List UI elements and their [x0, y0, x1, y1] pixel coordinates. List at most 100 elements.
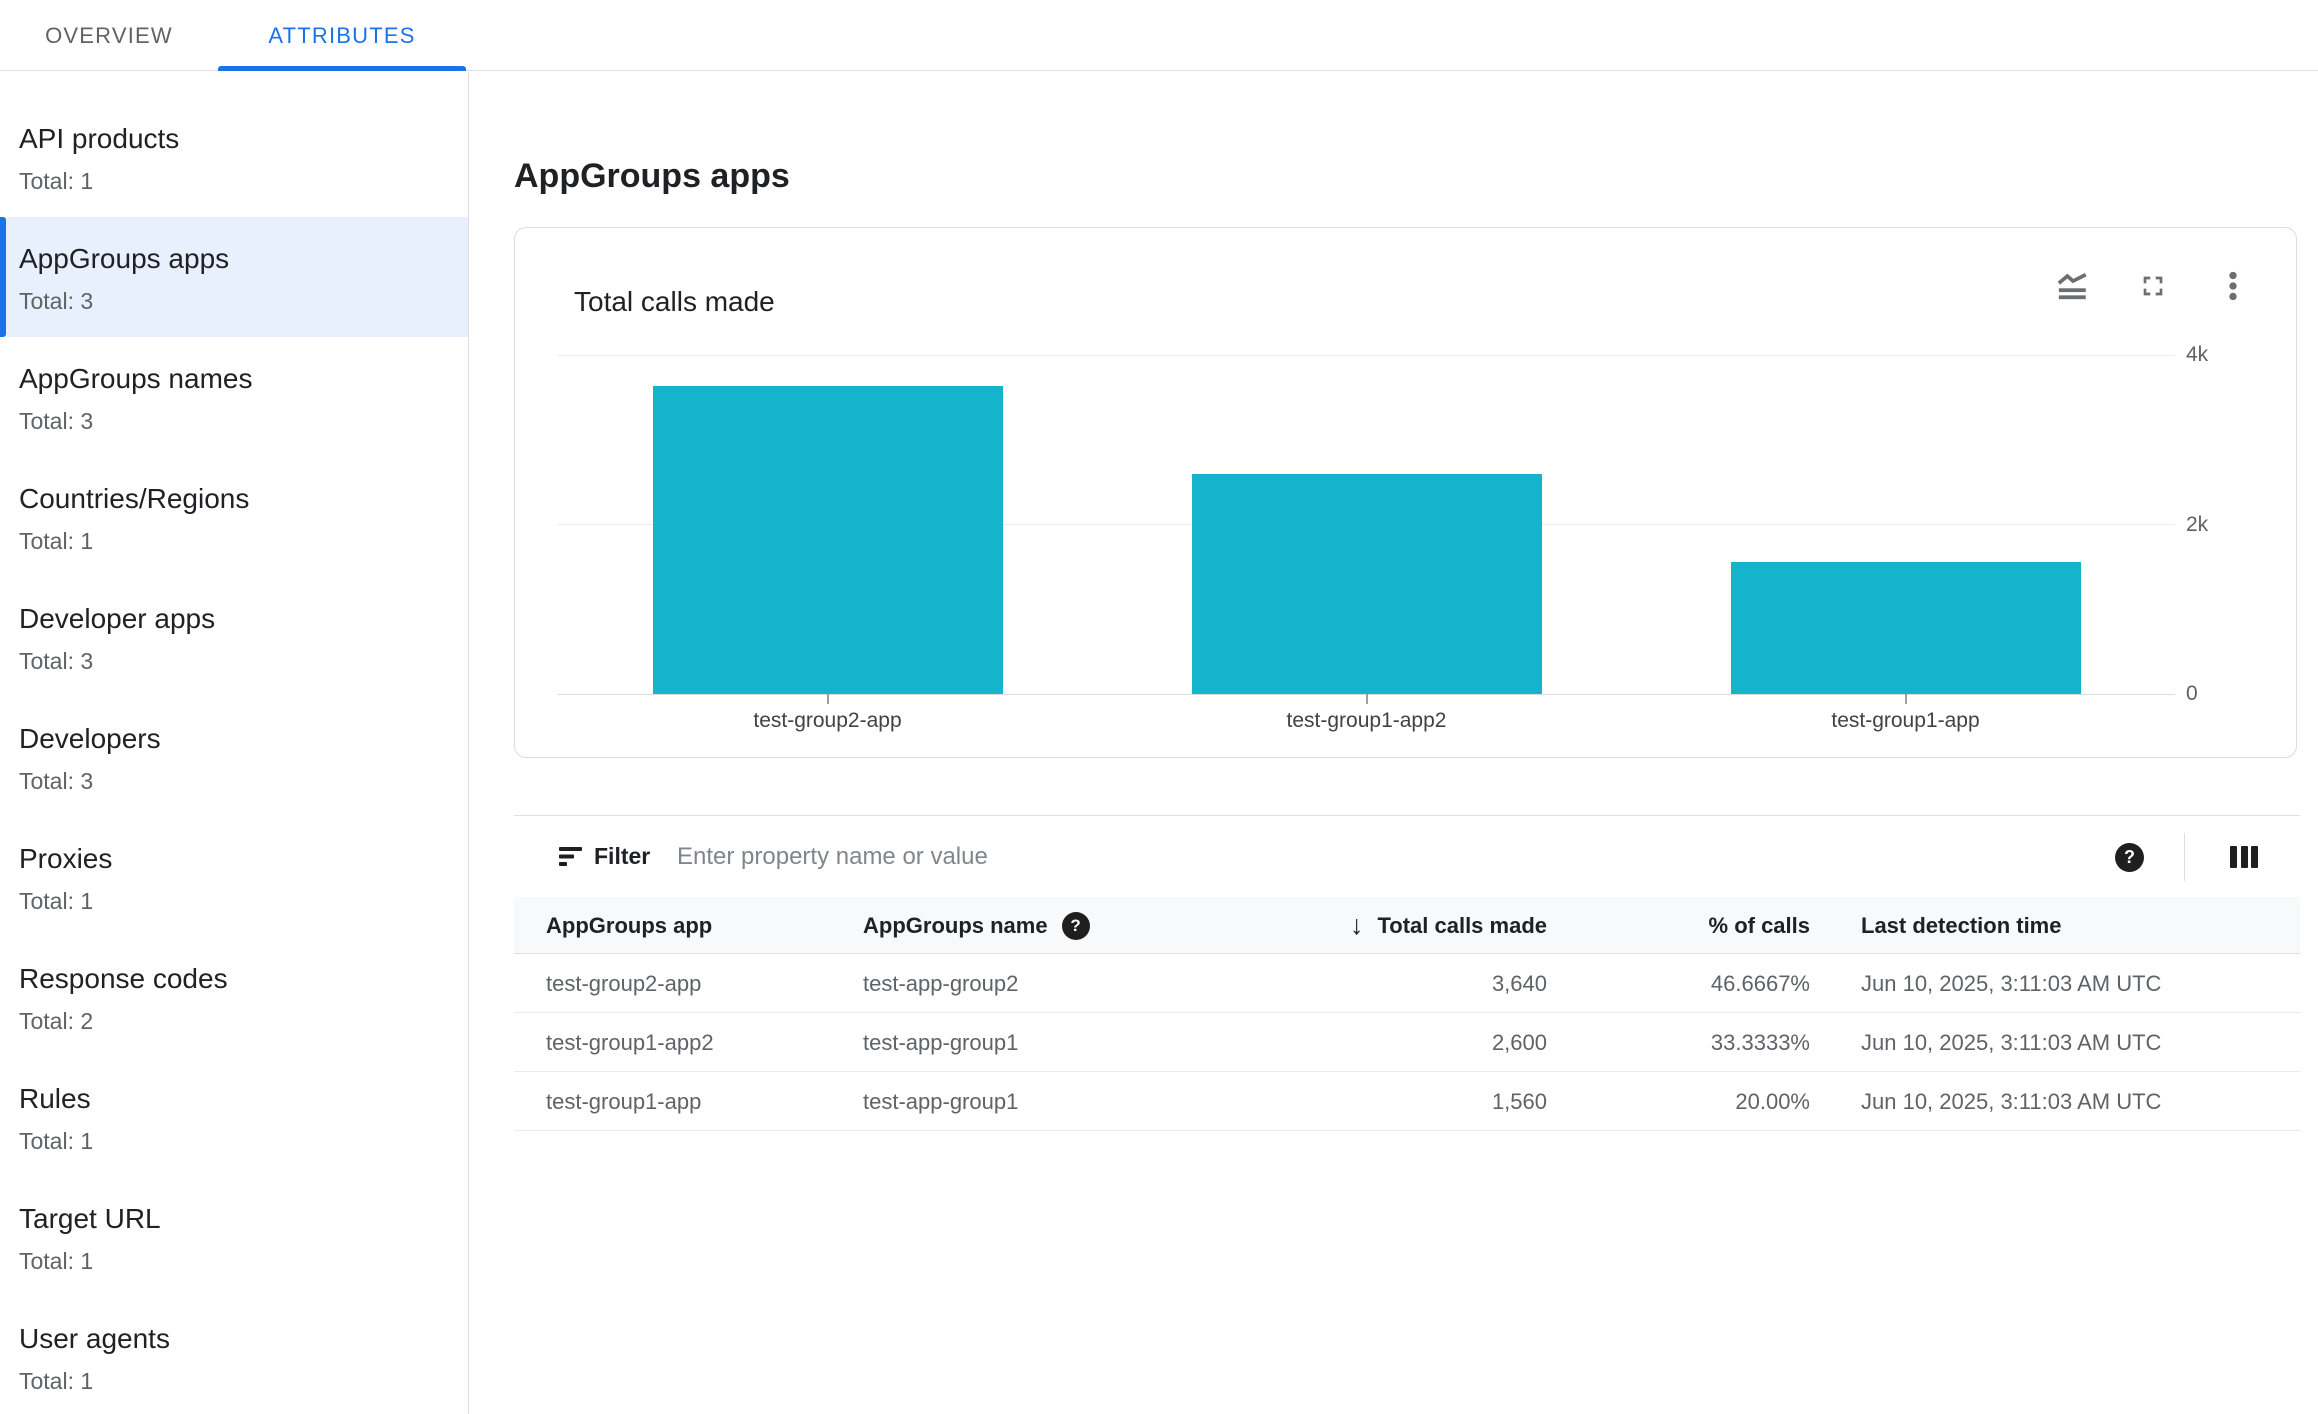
sidebar-item-total: Total: 1 [19, 1128, 94, 1154]
x-axis-tick [1904, 694, 1907, 704]
sidebar-item-proxies[interactable]: Proxies Total: 1 [0, 817, 468, 937]
filter-input[interactable] [677, 832, 1677, 881]
cell-pct: 20.00% [1735, 1088, 1810, 1114]
sidebar-item-response-codes[interactable]: Response codes Total: 2 [0, 937, 468, 1057]
cell-app: test-group2-app [546, 970, 702, 996]
sidebar-item-label: Developers [19, 723, 161, 754]
cell-pct: 46.6667% [1710, 970, 1810, 996]
sidebar-item-total: Total: 1 [19, 168, 94, 194]
y-axis-label-2k: 2k [2186, 512, 2209, 536]
sidebar-item-user-agents[interactable]: User agents Total: 1 [0, 1297, 468, 1414]
sidebar-item-label: Proxies [19, 843, 113, 874]
column-header-last-detection-time[interactable]: Last detection time [1861, 897, 2061, 954]
table-row-test-group1-app: test-group1-app test-app-group1 1,560 20.00… [514, 1072, 2300, 1131]
cell-calls: 3,640 [1491, 970, 1547, 996]
sidebar-item-target-url[interactable]: Target URL Total: 1 [0, 1177, 468, 1297]
sidebar-item-total: Total: 3 [19, 768, 94, 794]
column-header-label: % of calls [1708, 912, 1810, 938]
column-header-label: AppGroups name [863, 912, 1048, 938]
sidebar-item-rules[interactable]: Rules Total: 1 [0, 1057, 468, 1177]
sidebar-item-api-products[interactable]: API products Total: 1 [0, 97, 468, 217]
chart-title: Total calls made [574, 286, 775, 317]
cell-time: Jun 10, 2025, 3:11:03 AM UTC [1861, 1029, 2162, 1055]
sidebar-item-total: Total: 1 [19, 1368, 94, 1394]
sidebar-item-label: AppGroups names [19, 363, 253, 394]
column-header-of-calls[interactable]: % of calls [1709, 897, 1810, 954]
sidebar-item-countries-regions[interactable]: Countries/Regions Total: 1 [0, 457, 468, 577]
y-axis-label-0: 0 [2186, 682, 2198, 705]
help-icon[interactable]: ? [2115, 843, 2144, 872]
column-header-label: AppGroups app [546, 912, 713, 938]
bar-test-group1-app2[interactable] [1191, 473, 1542, 694]
table-section: Filter ? AppGroups app AppGroups name? ↓ To… [514, 815, 2300, 1131]
cell-time: Jun 10, 2025, 3:11:03 AM UTC [1861, 970, 2162, 996]
column-selector-icon[interactable] [2230, 846, 2258, 868]
tab-overview-label: OVERVIEW [45, 22, 173, 48]
sidebar-item-total: Total: 1 [19, 1248, 94, 1274]
sidebar-item-total: Total: 2 [19, 1008, 94, 1034]
sidebar-item-developer-apps[interactable]: Developer apps Total: 3 [0, 577, 468, 697]
table-body: test-group2-app test-app-group2 3,640 46.66… [514, 954, 2300, 1131]
page-title: AppGroups apps [514, 157, 790, 195]
chart-type-icon[interactable] [2056, 269, 2090, 303]
more-options-icon[interactable] [2216, 269, 2250, 303]
tab-bar: OVERVIEW ATTRIBUTES [0, 0, 2318, 71]
x-axis-tick [826, 694, 829, 704]
bar-test-group1-app[interactable] [1730, 561, 2081, 694]
fullscreen-icon[interactable] [2136, 269, 2170, 303]
column-header-appgroups-name[interactable]: AppGroups name? [863, 897, 1090, 954]
tab-attributes-label: ATTRIBUTES [268, 22, 416, 48]
sort-descending-icon: ↓ [1349, 910, 1364, 940]
cell-app: test-group1-app2 [546, 1029, 714, 1055]
column-header-label: Total calls made [1377, 912, 1547, 938]
cell-name: test-app-group2 [863, 970, 1019, 996]
filter-label: Filter [594, 843, 651, 869]
sidebar-item-label: API products [19, 123, 180, 154]
cell-name: test-app-group1 [863, 1088, 1019, 1114]
cell-calls: 1,560 [1491, 1088, 1547, 1114]
cell-pct: 33.3333% [1710, 1029, 1810, 1055]
selected-indicator-bar [0, 217, 6, 337]
sidebar-item-appgroups-apps[interactable]: AppGroups apps Total: 3 [0, 217, 468, 337]
sidebar-item-total: Total: 1 [19, 528, 94, 554]
sidebar-item-appgroups-names[interactable]: AppGroups names Total: 3 [0, 337, 468, 457]
sidebar-item-label: User agents [19, 1323, 170, 1354]
help-glyph: ? [2124, 847, 2135, 867]
y-axis-label-4k: 4k [2186, 343, 2209, 366]
column-header-label: Last detection time [1861, 912, 2062, 938]
filter-list-icon[interactable] [557, 842, 586, 871]
cell-name: test-app-group1 [863, 1029, 1019, 1055]
bar-chart-plot-area: 0 2k 4k test-group2-app test-group1-app2 test… [558, 343, 2208, 732]
toolbar-divider [2184, 833, 2185, 881]
cell-app: test-group1-app [546, 1088, 702, 1114]
tab-attributes[interactable]: ATTRIBUTES [218, 0, 466, 71]
x-axis-category-label: test-group2-app [753, 709, 902, 732]
chart-card: Total calls made 0 2k 4k test-group2-app tes… [514, 227, 2297, 758]
table-row-test-group1-app2: test-group1-app2 test-app-group1 2,600 33.3… [514, 1013, 2300, 1072]
sidebar-item-total: Total: 3 [19, 408, 94, 434]
help-icon[interactable]: ? [1061, 911, 1090, 940]
active-tab-underline [218, 66, 466, 71]
sidebar-item-total: Total: 3 [19, 648, 94, 674]
sidebar-item-label: AppGroups apps [19, 243, 230, 274]
sidebar-item-total: Total: 3 [19, 288, 94, 314]
gridline-4k [558, 354, 2175, 356]
sidebar-item-developers[interactable]: Developers Total: 3 [0, 697, 468, 817]
sidebar-item-label: Response codes [19, 963, 228, 994]
table-row-test-group2-app: test-group2-app test-app-group2 3,640 46.66… [514, 954, 2300, 1013]
sidebar-item-label: Countries/Regions [19, 483, 250, 514]
column-header-total-calls-made[interactable]: ↓ Total calls made [1350, 897, 1547, 954]
cell-time: Jun 10, 2025, 3:11:03 AM UTC [1861, 1088, 2162, 1114]
x-axis-tick [1365, 694, 1368, 704]
table-header-row: AppGroups app AppGroups name? ↓ Total calls… [514, 897, 2300, 954]
tab-overview[interactable]: OVERVIEW [24, 0, 194, 71]
column-header-appgroups-app[interactable]: AppGroups app [546, 897, 712, 954]
sidebar-item-label: Developer apps [19, 603, 216, 634]
filter-bar: Filter ? [514, 816, 2300, 897]
x-axis-category-label: test-group1-app [1831, 709, 1980, 732]
bar-test-group2-app[interactable] [652, 385, 1003, 694]
sidebar-item-label: Target URL [19, 1203, 161, 1234]
sidebar-attribute-list: API products Total: 1 AppGroups apps Total:… [0, 72, 469, 1414]
sidebar-item-label: Rules [19, 1083, 91, 1114]
